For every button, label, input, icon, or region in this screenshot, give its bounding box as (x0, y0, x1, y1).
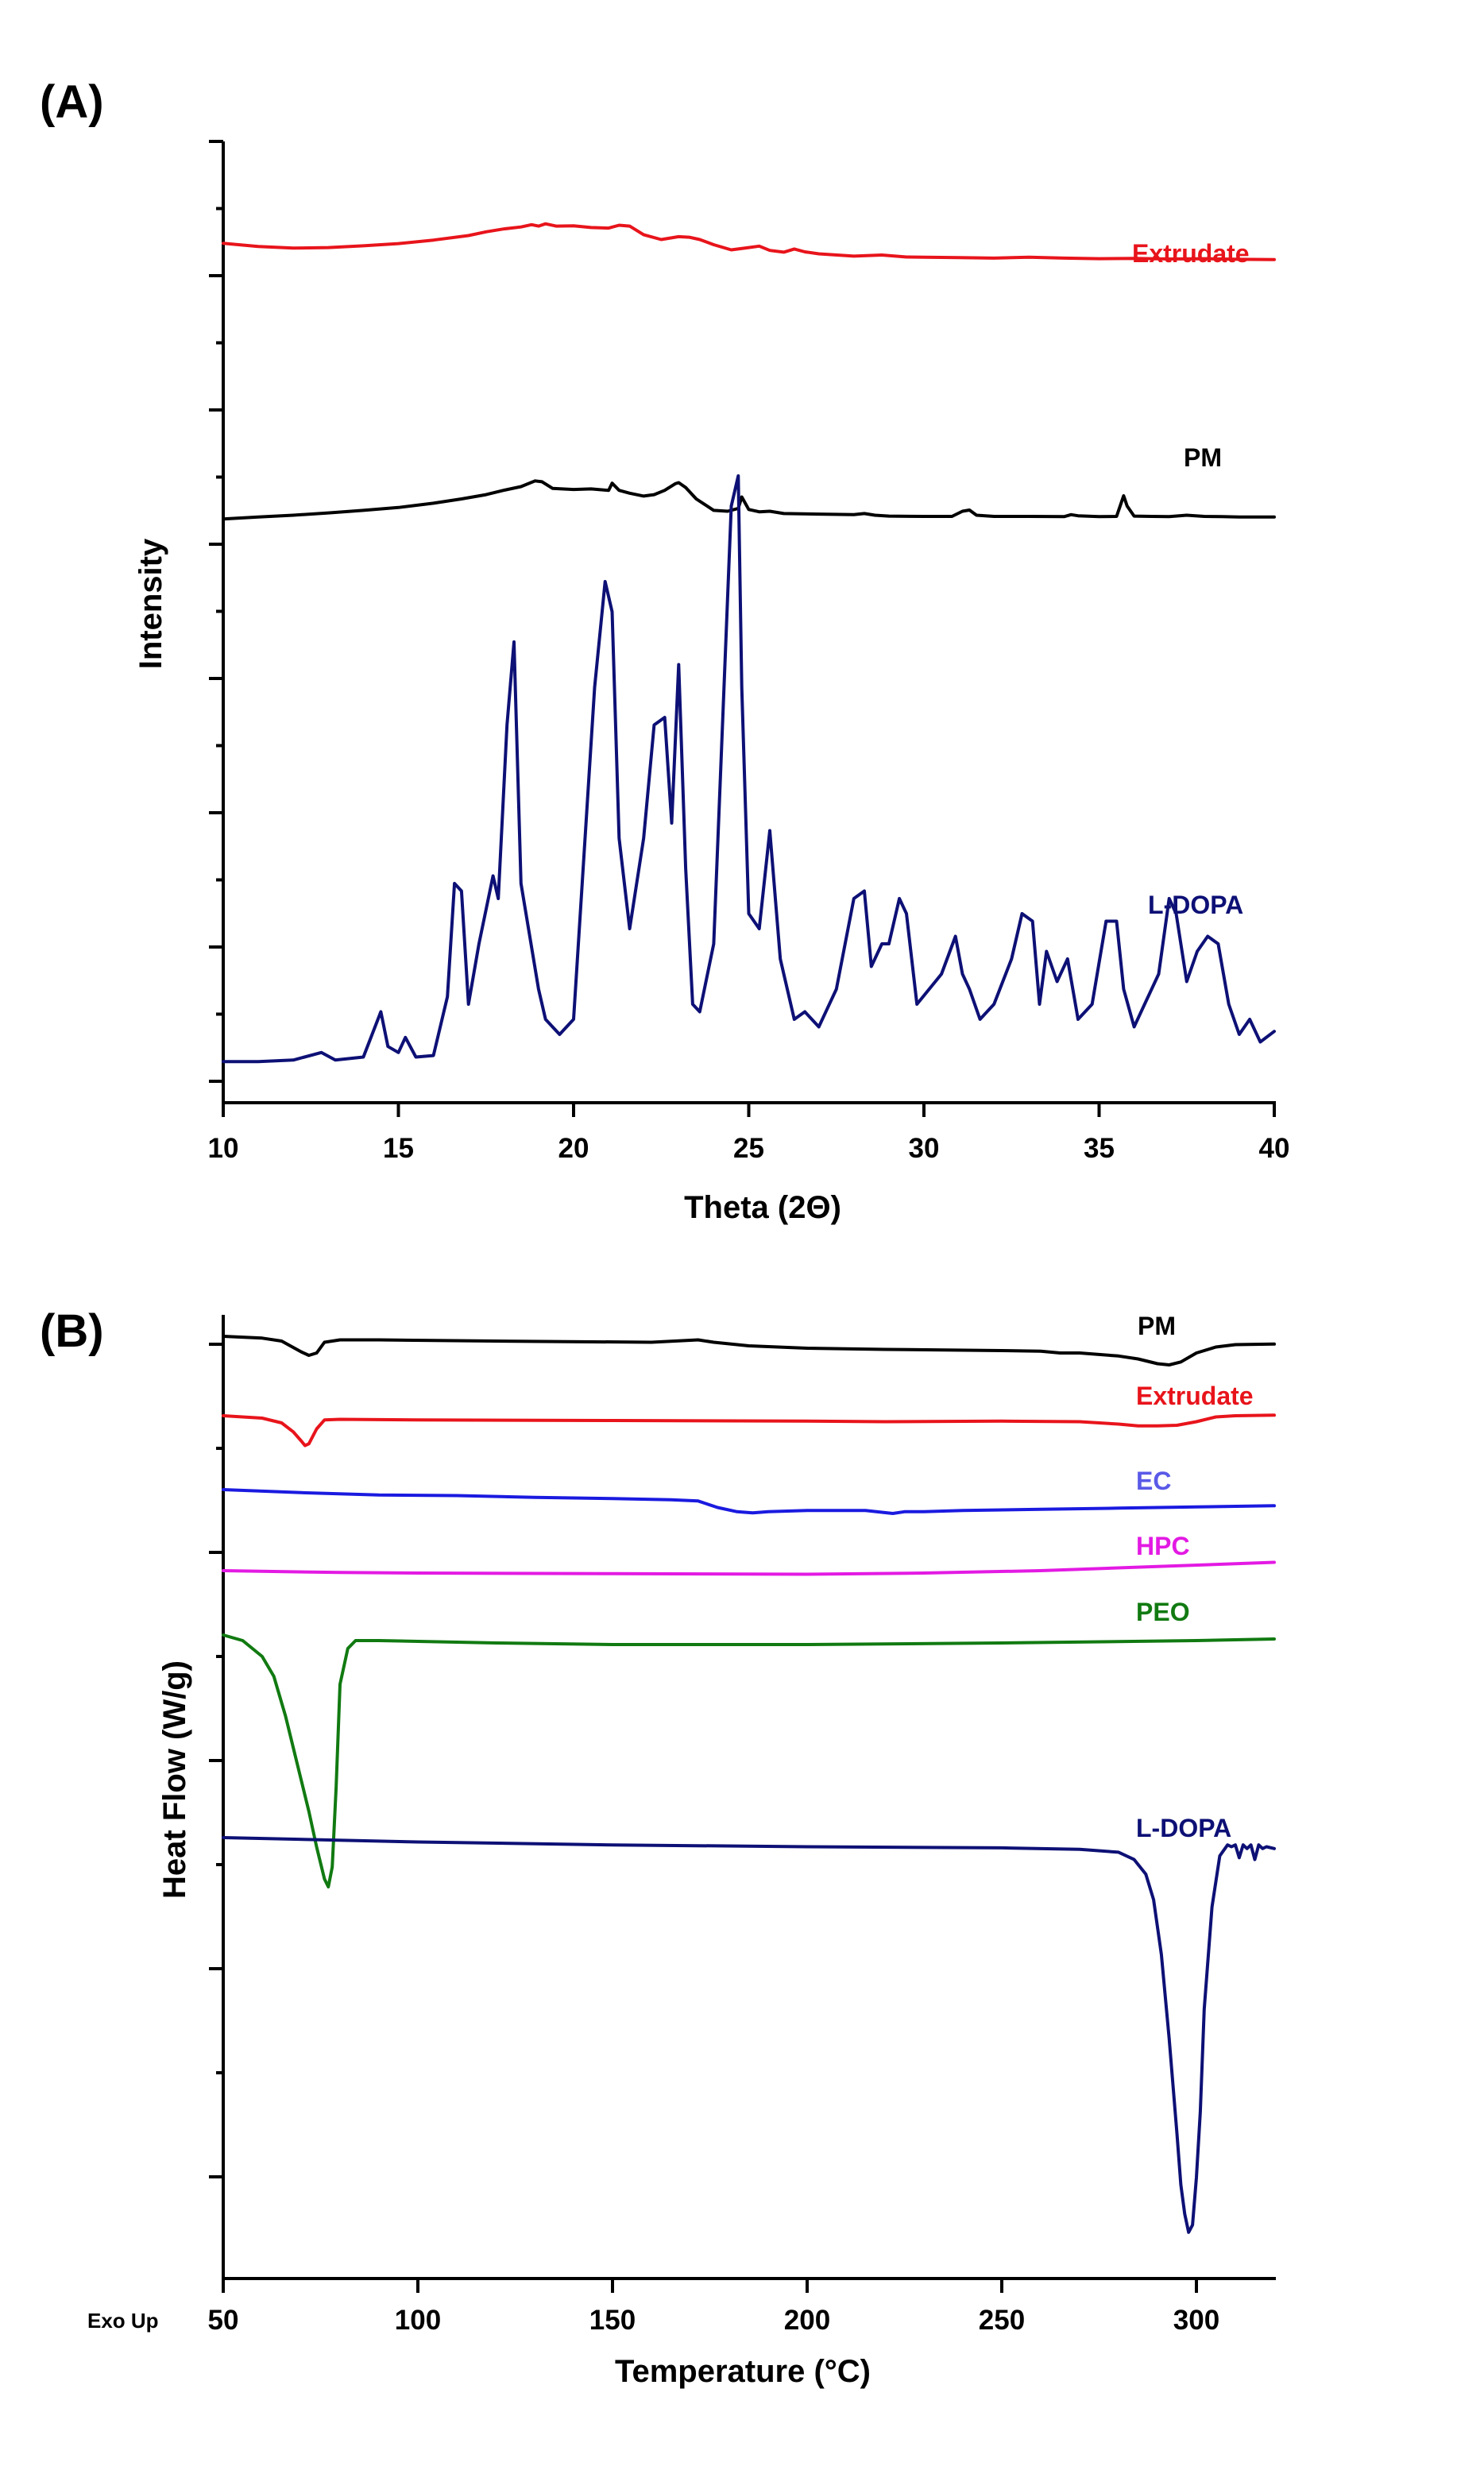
series-line-hpc (222, 1560, 1276, 1576)
x-tick-label: 30 (909, 1133, 940, 1164)
panel-b-x-axis-title: Temperature (°C) (615, 2354, 871, 2389)
x-tick-label: 20 (558, 1133, 589, 1164)
panel-a-label-pm: PM (1184, 443, 1222, 472)
panel-b-exo-up-note: Exo Up (87, 2309, 159, 2333)
series-line-pm (222, 1335, 1276, 1366)
series-line-ec (222, 1488, 1276, 1515)
x-tick-label: 250 (979, 2305, 1025, 2336)
x-tick-label: 50 (208, 2305, 239, 2336)
panel-b-y-axis-title: Heat Flow (W/g) (157, 1660, 192, 1899)
series-line-peo (222, 1633, 1276, 1888)
panel-a-series (222, 222, 1276, 1064)
panel-a-x-ticks: 10 15 20 25 30 35 40 (208, 1103, 1290, 1164)
panel-a-xrd: (A) Intensity Theta (2Θ) 10 15 20 25 30 35 40 … (40, 76, 1289, 1225)
panel-b-x-ticks: 50 100 150 200 250 300 (208, 2279, 1219, 2336)
x-tick-label: 35 (1084, 1133, 1115, 1164)
panel-a-label-extrudate: Extrudate (1132, 239, 1250, 268)
x-tick-label: 15 (383, 1133, 414, 1164)
series-line-extrudate (222, 222, 1276, 261)
x-tick-label: 25 (733, 1133, 764, 1164)
panel-b-label-pm: PM (1138, 1312, 1176, 1340)
x-tick-label: 40 (1259, 1133, 1290, 1164)
panel-b-label-extrudate: Extrudate (1136, 1382, 1254, 1410)
series-line-pm (222, 479, 1276, 521)
panel-b-dsc: (B) Heat Flow (W/g) Temperature (°C) Exo… (40, 1305, 1276, 2389)
x-tick-label: 300 (1173, 2305, 1219, 2336)
panel-a-label: (A) (40, 76, 104, 128)
x-tick-label: 100 (395, 2305, 441, 2336)
series-line-l-dopa (222, 474, 1276, 1064)
x-tick-label: 200 (784, 2305, 830, 2336)
panel-a-x-axis-title: Theta (2Θ) (684, 1190, 841, 1225)
x-tick-label: 150 (589, 2305, 636, 2336)
series-line-extrudate (222, 1413, 1276, 1448)
panel-b-label-peo: PEO (1136, 1598, 1190, 1626)
panel-b-label-ec: EC (1136, 1467, 1171, 1495)
series-line-l-dopa (222, 1836, 1276, 2234)
x-tick-label: 10 (208, 1133, 239, 1164)
panel-a-y-axis-title: Intensity (133, 538, 168, 669)
panel-a-y-ticks (209, 140, 223, 1083)
panel-b-label-hpc: HPC (1136, 1532, 1190, 1560)
panel-b-y-ticks (209, 1343, 223, 2178)
panel-b-series (222, 1335, 1276, 2234)
panel-b-label: (B) (40, 1305, 104, 1357)
panel-a-label-l-dopa: L-DOPA (1148, 891, 1243, 919)
panel-b-label-l-dopa: L-DOPA (1136, 1814, 1231, 1842)
